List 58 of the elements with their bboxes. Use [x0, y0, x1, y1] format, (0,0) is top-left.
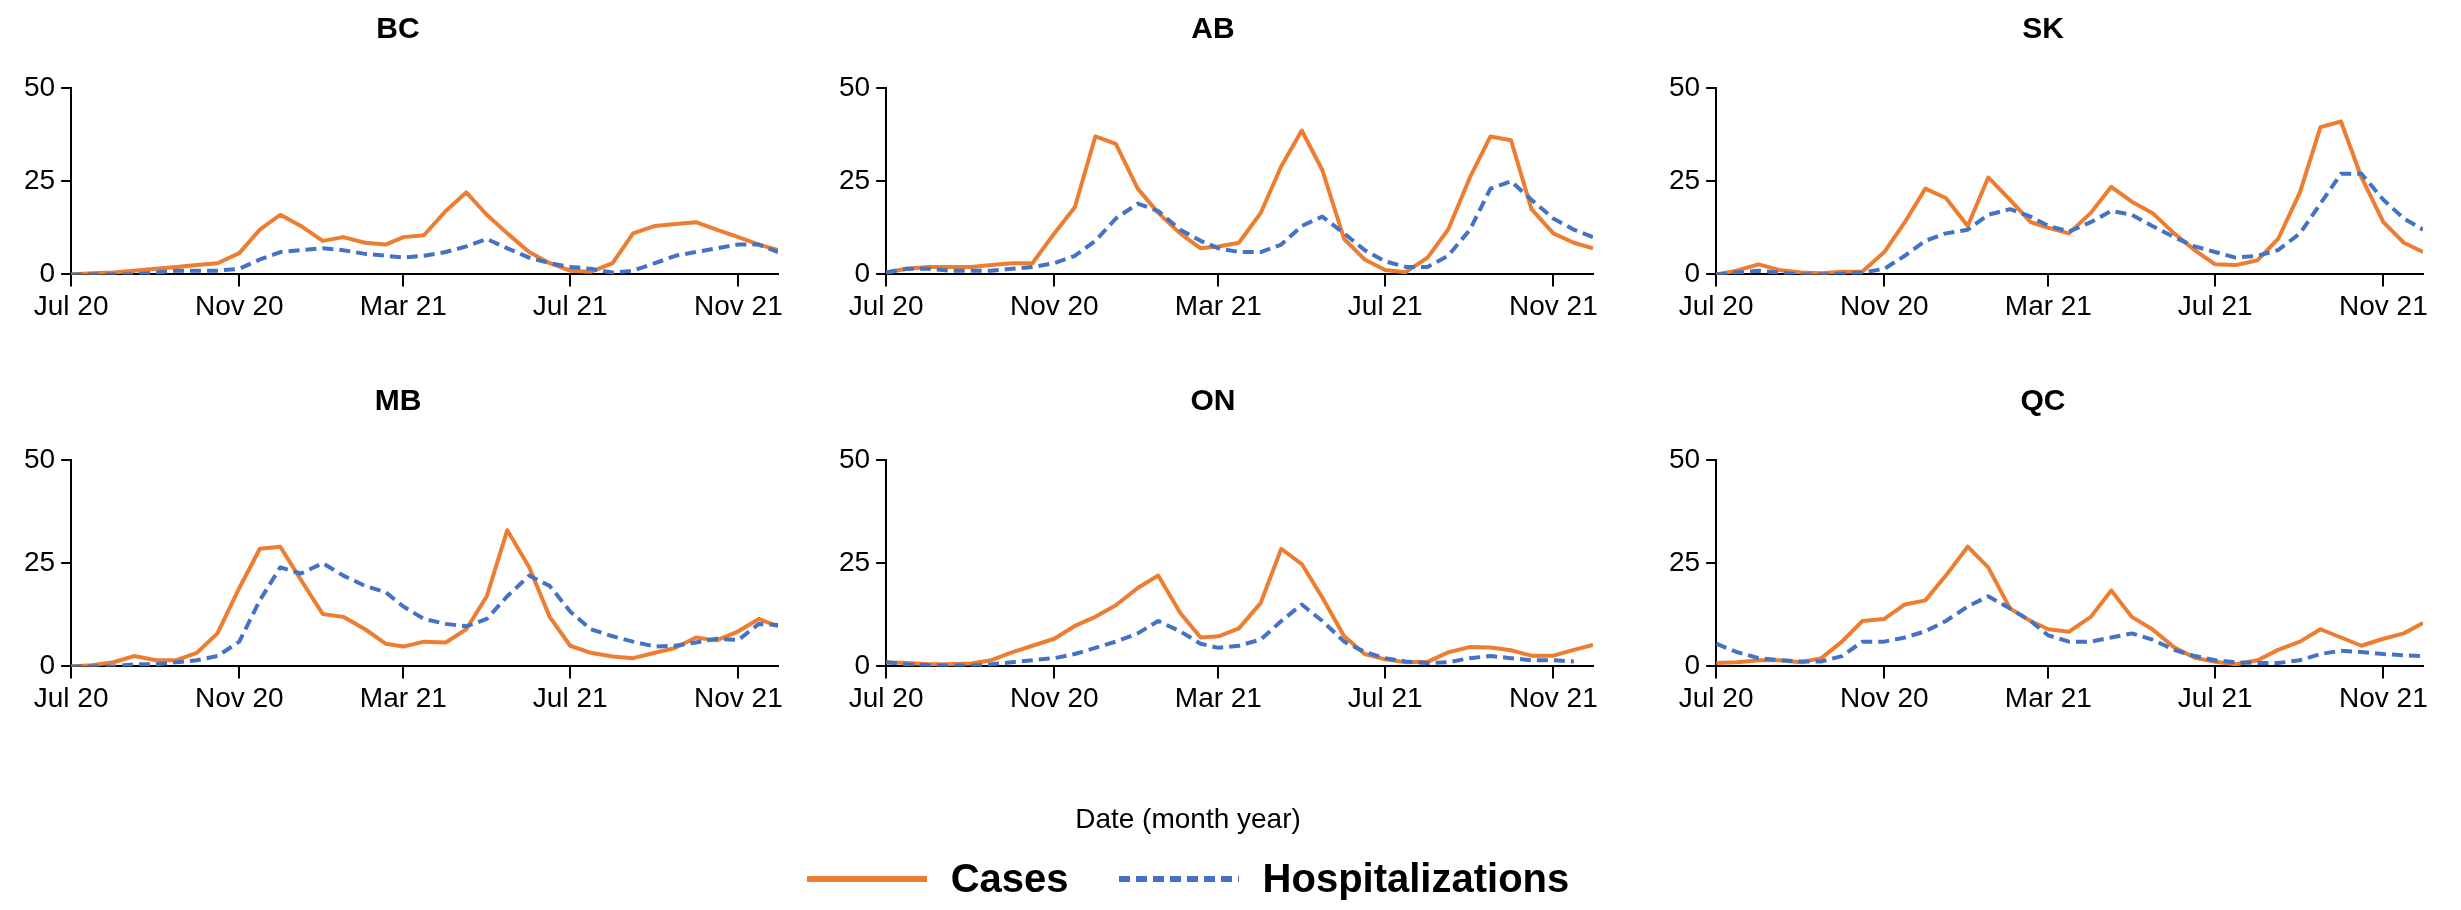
- y-tick-label: 50: [1668, 442, 1701, 474]
- x-tick-label: Mar 21: [2004, 289, 2092, 321]
- x-tick-label: Jul 21: [532, 681, 608, 713]
- x-tick-label: Nov 21: [1508, 289, 1598, 321]
- x-tick-label: Jul 20: [1678, 289, 1754, 321]
- chart-title: MB: [374, 383, 422, 417]
- y-tick-label: 0: [39, 257, 56, 289]
- x-tick-label: Jul 20: [1678, 681, 1754, 713]
- y-tick-label: 25: [1668, 163, 1701, 195]
- x-tick-label: Jul 21: [2177, 289, 2253, 321]
- x-tick-label: Jul 21: [1347, 289, 1423, 321]
- y-tick-label: 50: [838, 442, 871, 474]
- x-tick-label: Mar 21: [359, 681, 447, 713]
- x-tick-label: Mar 21: [1174, 289, 1262, 321]
- x-tick-label: Jul 21: [1347, 681, 1423, 713]
- x-tick-label: Jul 20: [848, 289, 924, 321]
- x-tick-label: Nov 20: [1009, 681, 1099, 713]
- x-tick-label: Jul 21: [532, 289, 608, 321]
- chart-title: SK: [2022, 11, 2065, 45]
- x-tick-label: Nov 21: [1508, 681, 1598, 713]
- y-tick-label: 50: [838, 70, 871, 102]
- chart-title: AB: [1191, 11, 1235, 45]
- x-tick-label: Mar 21: [2004, 681, 2092, 713]
- x-tick-label: Jul 20: [848, 681, 924, 713]
- y-tick-label: 50: [1668, 70, 1701, 102]
- legend-label: Cases: [950, 856, 1069, 901]
- y-tick-label: 25: [23, 163, 56, 195]
- x-tick-label: Nov 20: [194, 681, 284, 713]
- x-tick-label: Jul 20: [33, 681, 109, 713]
- y-tick-label: 50: [23, 442, 56, 474]
- y-tick-label: 25: [838, 545, 871, 577]
- x-tick-label: Nov 20: [1839, 289, 1929, 321]
- chart-title: ON: [1190, 383, 1236, 417]
- x-tick-label: Nov 20: [1839, 681, 1929, 713]
- x-tick-label: Nov 21: [2338, 289, 2428, 321]
- x-axis-title: Date (month year): [1074, 803, 1302, 835]
- y-tick-label: 0: [1684, 257, 1701, 289]
- y-tick-label: 25: [838, 163, 871, 195]
- y-tick-label: 25: [23, 545, 56, 577]
- x-tick-label: Nov 20: [1009, 289, 1099, 321]
- x-tick-label: Nov 21: [2338, 681, 2428, 713]
- x-tick-label: Jul 21: [2177, 681, 2253, 713]
- legend-label: Hospitalizations: [1262, 856, 1570, 901]
- y-tick-label: 50: [23, 70, 56, 102]
- line-series: [886, 602, 1576, 667]
- x-tick-label: Mar 21: [359, 289, 447, 321]
- x-tick-label: Nov 21: [693, 289, 783, 321]
- x-tick-label: Jul 20: [33, 289, 109, 321]
- y-tick-label: 0: [854, 257, 871, 289]
- y-tick-label: 0: [1684, 649, 1701, 681]
- chart-title: QC: [2020, 383, 2066, 417]
- y-tick-label: 0: [39, 649, 56, 681]
- y-tick-label: 25: [1668, 545, 1701, 577]
- y-tick-label: 0: [854, 649, 871, 681]
- chart-title: BC: [376, 11, 420, 45]
- x-tick-label: Nov 20: [194, 289, 284, 321]
- x-tick-label: Nov 21: [693, 681, 783, 713]
- x-tick-label: Mar 21: [1174, 681, 1262, 713]
